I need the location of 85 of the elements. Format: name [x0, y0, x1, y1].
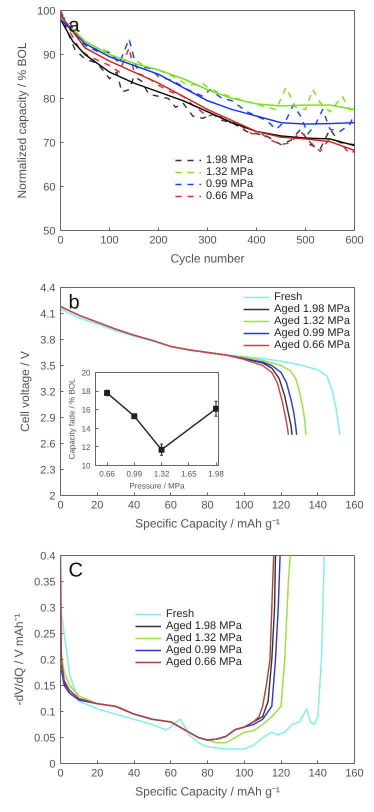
y-axis-title: Normalized capacity / % BOL [15, 42, 30, 199]
y-tick-label: 0.2 [40, 654, 56, 666]
legend-label: 1.32 MPa [206, 166, 254, 178]
chart-title: C [68, 560, 83, 582]
x-tick-label: 40 [128, 500, 140, 512]
x-tick-label: 140 [308, 768, 327, 780]
y-tick-label: 3.5 [40, 360, 56, 372]
x-tick-label: 0 [57, 500, 64, 512]
x-tick-label: 160 [345, 768, 364, 780]
y-tick-label: 50 [43, 226, 56, 238]
y-tick-label: 0.3 [40, 602, 56, 614]
legend-label: Aged 1.32 MPa [166, 632, 242, 644]
y-tick-label: 100 [37, 6, 56, 18]
y-tick-label: 0.4 [40, 550, 56, 562]
legend-label: Fresh [274, 291, 302, 303]
x-tick-label: 1.32 [154, 470, 170, 478]
y-tick-label: 2.3 [40, 464, 56, 476]
y-tick-label: 0.25 [34, 628, 56, 640]
x-tick-label: 200 [149, 234, 168, 246]
x-tick-label: 0 [57, 234, 64, 246]
x-tick-label: 600 [345, 234, 364, 246]
y-tick-label: 16 [82, 406, 92, 415]
y-tick-label: 2.6 [40, 438, 56, 450]
y-tick-label: 0.15 [34, 680, 56, 692]
x-tick-label: 100 [100, 234, 119, 246]
y-tick-label: 80 [43, 94, 56, 106]
y-tick-label: 18 [82, 387, 92, 396]
x-tick-label: 100 [235, 768, 254, 780]
legend-label: Aged 1.98 MPa [166, 620, 242, 632]
y-tick-label: 10 [82, 462, 92, 470]
y-tick-label: 12 [82, 442, 92, 452]
y-tick-label: 14 [82, 424, 92, 434]
x-tick-label: 20 [91, 500, 104, 512]
y-tick-label: 0.05 [34, 732, 56, 744]
legend-label: Aged 1.98 MPa [274, 303, 350, 315]
x-tick-label: 80 [201, 500, 214, 512]
y-tick-label: 60 [43, 182, 56, 194]
x-tick-label: 120 [272, 500, 290, 512]
x-tick-label: 1.98 [208, 470, 224, 478]
x-tick-label: 0.99 [126, 470, 143, 478]
y-tick-label: 3.2 [40, 386, 56, 398]
legend-label: Fresh [166, 608, 194, 620]
x-tick-label: 400 [247, 234, 266, 246]
x-axis-title: Pressure / MPa [129, 482, 186, 490]
y-tick-label: 2.9 [40, 412, 56, 424]
x-tick-label: 500 [296, 234, 315, 246]
legend-label: Aged 0.99 MPa [166, 644, 242, 656]
chart-title: b [68, 292, 80, 314]
chart-title: a [68, 14, 80, 36]
legend-label: Aged 0.66 MPa [166, 656, 242, 668]
x-tick-label: 0 [57, 768, 64, 780]
y-tick-label: 90 [43, 50, 56, 62]
x-tick-label: 300 [198, 234, 217, 246]
y-tick-label: 70 [43, 138, 56, 150]
x-tick-label: 40 [128, 768, 140, 780]
y-tick-label: 20 [82, 368, 92, 378]
legend-label: Aged 0.99 MPa [274, 327, 350, 339]
y-tick-label: 0 [49, 758, 56, 770]
y-tick-label: 4.1 [40, 308, 56, 320]
x-axis-title: Specific Capacity / mAh g⁻¹ [135, 784, 280, 798]
y-axis-title: Cell voltage / V [18, 351, 32, 432]
legend-label: 1.98 MPa [206, 154, 254, 166]
x-tick-label: 160 [345, 500, 364, 512]
x-axis-title: Specific Capacity / mAh g⁻¹ [135, 516, 280, 530]
x-axis-title: Cycle number [170, 252, 245, 266]
x-tick-label: 60 [164, 500, 177, 512]
y-tick-label: 4.4 [40, 282, 56, 294]
y-axis-title: -dV/dQ / V mAh⁻¹ [12, 613, 26, 706]
legend-label: Aged 0.66 MPa [274, 339, 350, 351]
x-tick-label: 1.65 [180, 470, 198, 478]
y-tick-label: 3.8 [40, 334, 56, 346]
legend-label: Aged 1.32 MPa [274, 315, 350, 327]
x-tick-label: 60 [164, 768, 177, 780]
y-tick-label: 0.35 [34, 576, 56, 588]
legend-label: 0.66 MPa [206, 190, 254, 202]
legend-label: 0.99 MPa [206, 178, 254, 190]
y-tick-label: 2 [49, 490, 56, 502]
x-tick-label: 100 [235, 500, 254, 512]
x-tick-label: 80 [201, 768, 214, 780]
x-tick-label: 120 [272, 768, 290, 780]
y-tick-label: 0.1 [40, 706, 56, 718]
x-tick-label: 0.66 [99, 470, 116, 478]
y-axis-title: Capacity fade / % BOL [68, 378, 77, 460]
x-tick-label: 20 [91, 768, 104, 780]
x-tick-label: 140 [308, 500, 327, 512]
